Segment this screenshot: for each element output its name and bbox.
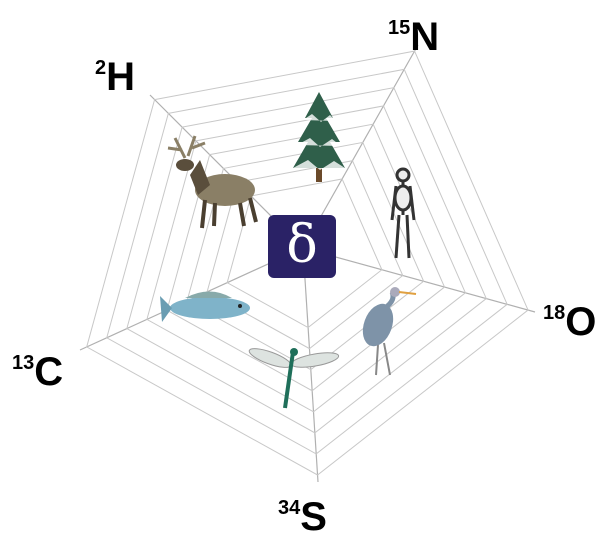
heron-icon <box>362 287 417 376</box>
dragonfly-icon <box>248 348 340 409</box>
web-axis <box>302 247 536 313</box>
element: H <box>106 55 135 99</box>
isotope-label: 34S <box>278 495 327 535</box>
mass-number: 2 <box>95 57 106 79</box>
isotope-label: 2H <box>95 55 135 99</box>
web-ring <box>86 50 529 476</box>
tree-icon <box>293 92 345 182</box>
element: O <box>565 300 596 344</box>
elk-icon <box>167 135 258 229</box>
element: N <box>410 15 439 59</box>
isotope-label: 13C <box>12 350 63 394</box>
web-ring <box>126 87 487 434</box>
isotope-label: 18O <box>543 300 596 344</box>
mass-number: 13 <box>12 352 34 374</box>
mass-number: 15 <box>388 17 410 39</box>
element: C <box>34 350 63 394</box>
delta-symbol: δ <box>286 215 317 275</box>
mass-number: 18 <box>543 302 565 324</box>
skeleton-icon <box>390 167 416 259</box>
element: S <box>300 495 327 535</box>
web-ring <box>226 178 383 329</box>
delta-box <box>268 215 336 278</box>
mass-number: 34 <box>278 497 301 519</box>
isotope-label: 15N <box>388 15 439 59</box>
fish-icon <box>160 291 250 322</box>
web-ring <box>146 105 467 413</box>
web-ring <box>106 68 508 455</box>
web-axis <box>302 44 419 249</box>
axis-labels: 2H 15N 18O 34S 13C <box>12 15 596 535</box>
